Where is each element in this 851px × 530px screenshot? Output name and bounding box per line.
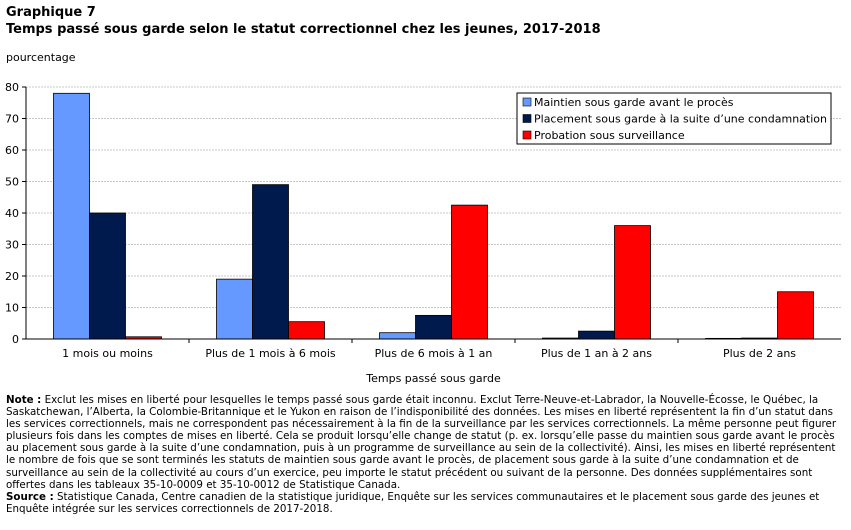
legend-entry: Placement sous garde à la suite d’une co… — [534, 113, 827, 126]
y-tick-label: 0 — [12, 333, 19, 346]
y-tick-label: 10 — [5, 302, 19, 315]
source-text: Statistique Canada, Centre canadien de l… — [6, 490, 820, 515]
bar-chart: 0 10 20 30 40 50 60 70 80 1 mois ou moins Plus de … — [5, 81, 841, 385]
gridlines — [26, 86, 841, 308]
axes: 0 10 20 30 40 50 60 70 80 1 mois ou moins Plus de … — [5, 81, 841, 385]
source-label: Source : — [6, 490, 54, 503]
bar — [252, 184, 289, 340]
y-tick-label: 50 — [5, 176, 19, 189]
y-tick-label: 70 — [5, 113, 19, 126]
chart-number: Graphique 7 — [6, 5, 96, 20]
legend-swatch — [522, 114, 532, 123]
bar — [216, 278, 253, 340]
x-axis-label: Temps passé sous garde — [365, 372, 501, 385]
note-paragraph: Note : Exclut les mises en liberté pour … — [6, 394, 844, 491]
y-tick-label: 40 — [5, 207, 19, 220]
note-label: Note : — [6, 394, 42, 406]
note-text: Exclut les mises en liberté pour lesquel… — [6, 394, 837, 491]
legend-box — [516, 92, 832, 145]
y-tick-label: 30 — [5, 239, 19, 252]
legend: Maintien sous garde avant le procès Place… — [516, 92, 832, 145]
x-tick-label: Plus de 2 ans — [723, 347, 796, 360]
legend-entry: Maintien sous garde avant le procès — [534, 96, 734, 109]
chart-title: Temps passé sous garde selon le statut c… — [6, 22, 601, 37]
y-tick-label: 80 — [5, 81, 19, 94]
bar — [578, 330, 615, 340]
notes-block: Note : Exclut les mises en liberté pour … — [6, 394, 844, 515]
x-tick-label: Plus de 1 an à 2 ans — [541, 347, 652, 360]
y-tick-label: 60 — [5, 144, 19, 157]
bars — [53, 92, 814, 340]
legend-entry: Probation sous surveillance — [534, 129, 685, 142]
bar — [415, 314, 452, 340]
bar — [777, 291, 814, 340]
legend-swatch — [522, 130, 532, 140]
bar — [614, 225, 651, 340]
x-tick-label: Plus de 6 mois à 1 an — [375, 347, 493, 360]
bar — [379, 332, 416, 340]
bar — [89, 212, 126, 340]
bar — [53, 92, 90, 340]
y-tick-label: 20 — [5, 270, 19, 283]
bar — [288, 321, 325, 340]
legend-swatch — [522, 97, 532, 107]
x-tick-label: 1 mois ou moins — [62, 347, 153, 360]
y-axis-label: pourcentage — [6, 51, 76, 64]
source-paragraph: Source : Statistique Canada, Centre cana… — [6, 491, 844, 515]
x-tick-label: Plus de 1 mois à 6 mois — [205, 347, 336, 360]
bar — [451, 204, 488, 340]
